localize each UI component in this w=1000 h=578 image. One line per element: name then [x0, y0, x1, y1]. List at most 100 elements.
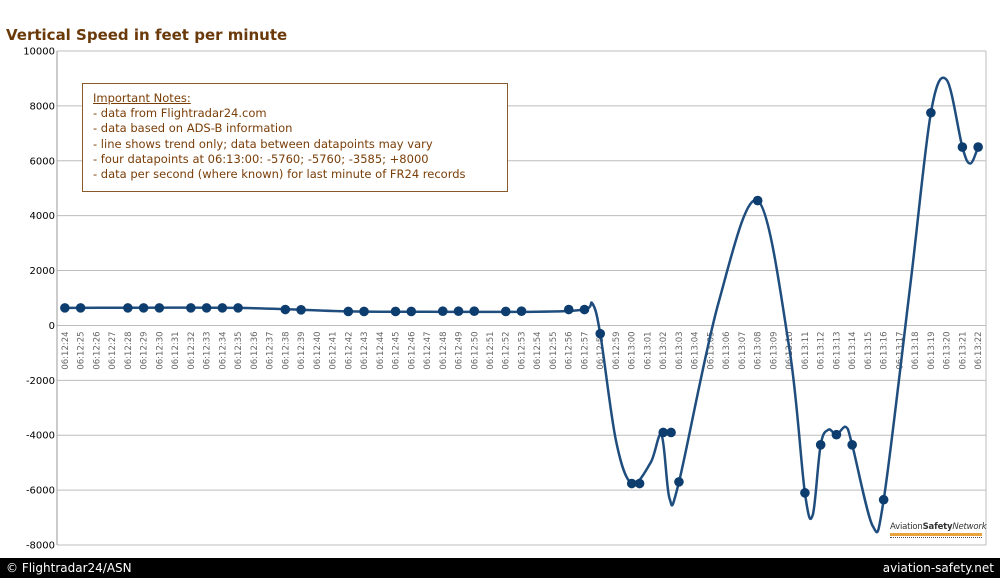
data-point: [154, 303, 165, 313]
data-point: [878, 494, 889, 505]
data-point: [957, 142, 968, 152]
y-tick-label: 4000: [30, 211, 55, 222]
x-tick-label: 06:12:41: [329, 331, 339, 369]
footer-bar: © Flightradar24/ASN aviation-safety.net: [0, 558, 1000, 578]
x-tick-label: 06:12:48: [439, 331, 449, 369]
x-tick-label: 06:13:22: [974, 331, 984, 369]
x-tick-label: 06:13:19: [927, 331, 937, 369]
logo-text-safety: Safety: [922, 522, 953, 532]
data-point: [973, 142, 983, 152]
x-tick-label: 06:13:07: [738, 331, 748, 369]
footer-credit: © Flightradar24/ASN: [6, 561, 132, 575]
y-tick-label: -4000: [26, 431, 55, 442]
x-tick-label: 06:12:58: [596, 331, 606, 369]
x-tick-label: 06:13:09: [769, 331, 779, 369]
x-tick-label: 06:12:53: [518, 331, 528, 369]
x-tick-label: 06:12:31: [171, 331, 181, 369]
data-point: [469, 306, 480, 316]
x-tick-label: 06:12:39: [297, 331, 307, 369]
data-point: [123, 303, 133, 313]
x-tick-label: 06:12:32: [187, 331, 197, 369]
data-point: [831, 429, 842, 440]
x-axis-ticks: 06:12:24 06:12:25 06:12:26 06:12:27 06:12:28…: [61, 331, 984, 369]
x-tick-label: 06:12:56: [565, 331, 575, 369]
data-point: [201, 303, 212, 313]
x-tick-label: 06:12:29: [140, 331, 150, 369]
footer-site-link[interactable]: aviation-safety.net: [882, 561, 994, 575]
x-tick-label: 06:13:13: [832, 331, 842, 369]
x-tick-label: 06:12:51: [486, 331, 496, 369]
x-tick-label: 06:12:40: [313, 331, 323, 369]
data-point: [634, 478, 645, 489]
x-tick-label: 06:12:44: [376, 331, 386, 369]
x-tick-label: 06:13:14: [848, 331, 858, 369]
data-point: [595, 328, 606, 339]
note-line: - line shows trend only; data between da…: [93, 136, 433, 151]
x-tick-label: 06:12:45: [392, 331, 402, 369]
vertical-speed-chart: -8000 -6000 -4000 -2000 0 2000 4000 6000 8000 100…: [23, 47, 987, 552]
x-tick-label: 06:12:47: [423, 331, 433, 369]
y-tick-label: -6000: [26, 486, 55, 497]
x-tick-label: 06:13:12: [817, 331, 827, 369]
data-point: [563, 304, 574, 315]
x-tick-label: 06:12:46: [407, 331, 417, 369]
note-line: - four datapoints at 06:13:00: -5760; -5…: [93, 151, 429, 166]
x-tick-label: 06:12:26: [92, 331, 102, 369]
y-tick-label: -2000: [26, 376, 55, 387]
grid-lines: [56, 50, 987, 546]
data-point: [437, 306, 448, 316]
x-tick-label: 06:12:54: [533, 331, 543, 369]
x-tick-label: 06:13:15: [864, 331, 874, 369]
x-tick-label: 06:13:18: [911, 331, 921, 369]
x-tick-label: 06:13:21: [958, 331, 968, 369]
data-point: [579, 304, 590, 315]
note-line: - data based on ADS-B information: [93, 121, 293, 136]
x-tick-label: 06:13:01: [643, 331, 653, 369]
y-tick-label: 2000: [30, 266, 55, 277]
x-tick-label: 06:12:52: [502, 331, 512, 369]
x-tick-label: 06:12:28: [124, 331, 134, 369]
data-point: [658, 427, 669, 438]
data-point: [343, 306, 354, 317]
chart-title: Vertical Speed in feet per minute: [6, 26, 288, 44]
x-tick-label: 06:12:33: [203, 331, 213, 369]
x-tick-label: 06:13:06: [722, 331, 732, 369]
logo-text-aviation: Aviation: [890, 522, 923, 532]
x-tick-label: 06:12:43: [360, 331, 370, 369]
data-point: [280, 304, 291, 315]
y-tick-label: 0: [49, 321, 55, 332]
data-point: [75, 303, 86, 313]
data-point: [516, 306, 527, 316]
x-tick-label: 06:12:27: [108, 331, 118, 369]
x-tick-label: 06:12:34: [218, 331, 228, 369]
x-tick-label: 06:13:00: [628, 331, 638, 369]
y-tick-label: -8000: [26, 541, 55, 552]
x-tick-label: 06:13:20: [943, 331, 953, 369]
y-tick-label: 10000: [23, 47, 55, 58]
data-point: [800, 488, 810, 498]
x-tick-label: 06:13:05: [706, 331, 716, 369]
note-line: - data from Flightradar24.com: [93, 106, 267, 121]
data-point: [186, 303, 196, 313]
notes-box: Important Notes: - data from Flightradar…: [82, 83, 508, 192]
data-point: [752, 195, 763, 206]
x-tick-label: 06:12:57: [580, 331, 590, 369]
data-point: [626, 478, 637, 489]
x-tick-label: 06:12:50: [470, 331, 480, 369]
x-tick-label: 06:13:16: [880, 331, 890, 369]
data-point: [847, 440, 857, 450]
data-point: [60, 303, 70, 313]
note-line: - data per second (where known) for last…: [93, 167, 466, 182]
y-tick-label: 8000: [30, 101, 55, 112]
notes-heading: Important Notes:: [93, 91, 191, 105]
data-point: [453, 306, 464, 316]
data-point: [500, 306, 511, 317]
data-point: [674, 477, 684, 487]
data-point: [815, 440, 826, 450]
data-point: [359, 306, 369, 317]
aviation-safety-network-logo: AviationSafetyNetwork: [890, 522, 987, 540]
logo-dots: [890, 537, 982, 538]
data-point: [233, 303, 243, 313]
data-point: [390, 306, 401, 317]
x-tick-label: 06:13:11: [801, 331, 811, 369]
